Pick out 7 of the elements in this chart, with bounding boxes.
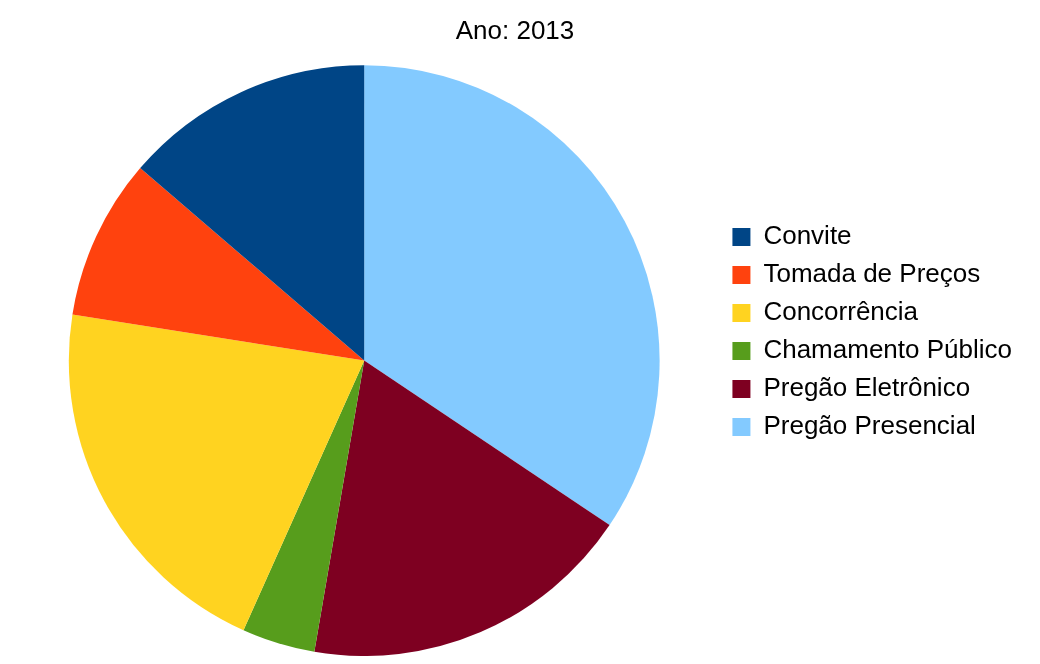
legend-label: Pregão Eletrônico (763, 372, 971, 403)
legend-label: Convite (763, 220, 852, 251)
legend-label: Pregão Presencial (763, 410, 976, 441)
legend-label: Concorrência (763, 296, 919, 327)
chart-title: Ano: 2013 (455, 14, 575, 45)
legend-label: Chamamento Público (763, 334, 1012, 365)
legend-label: Tomada de Preços (763, 258, 981, 289)
